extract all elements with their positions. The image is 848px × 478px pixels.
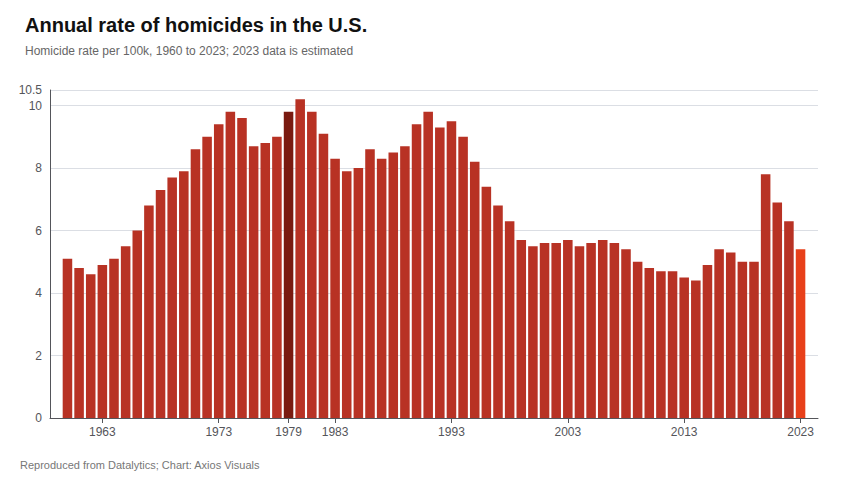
svg-text:2: 2 [35, 349, 42, 363]
svg-text:10: 10 [29, 99, 43, 113]
svg-text:Homicide rate per 100k, 1960 t: Homicide rate per 100k, 1960 to 2023; 20… [25, 44, 353, 58]
svg-text:2013: 2013 [671, 425, 698, 439]
svg-text:1983: 1983 [322, 425, 349, 439]
svg-text:2023: 2023 [787, 425, 814, 439]
svg-text:0: 0 [35, 411, 42, 425]
svg-text:4: 4 [35, 286, 42, 300]
svg-text:1979: 1979 [275, 425, 302, 439]
svg-text:1993: 1993 [438, 425, 465, 439]
svg-text:6: 6 [35, 224, 42, 238]
svg-text:2003: 2003 [554, 425, 581, 439]
svg-text:1973: 1973 [205, 425, 232, 439]
svg-text:10.5: 10.5 [19, 83, 43, 97]
svg-text:8: 8 [35, 161, 42, 175]
svg-text:Annual rate of homicides in th: Annual rate of homicides in the U.S. [25, 14, 367, 36]
svg-text:1963: 1963 [89, 425, 116, 439]
svg-text:Reproduced from Datalytics; Ch: Reproduced from Datalytics; Chart: Axios… [20, 459, 260, 471]
